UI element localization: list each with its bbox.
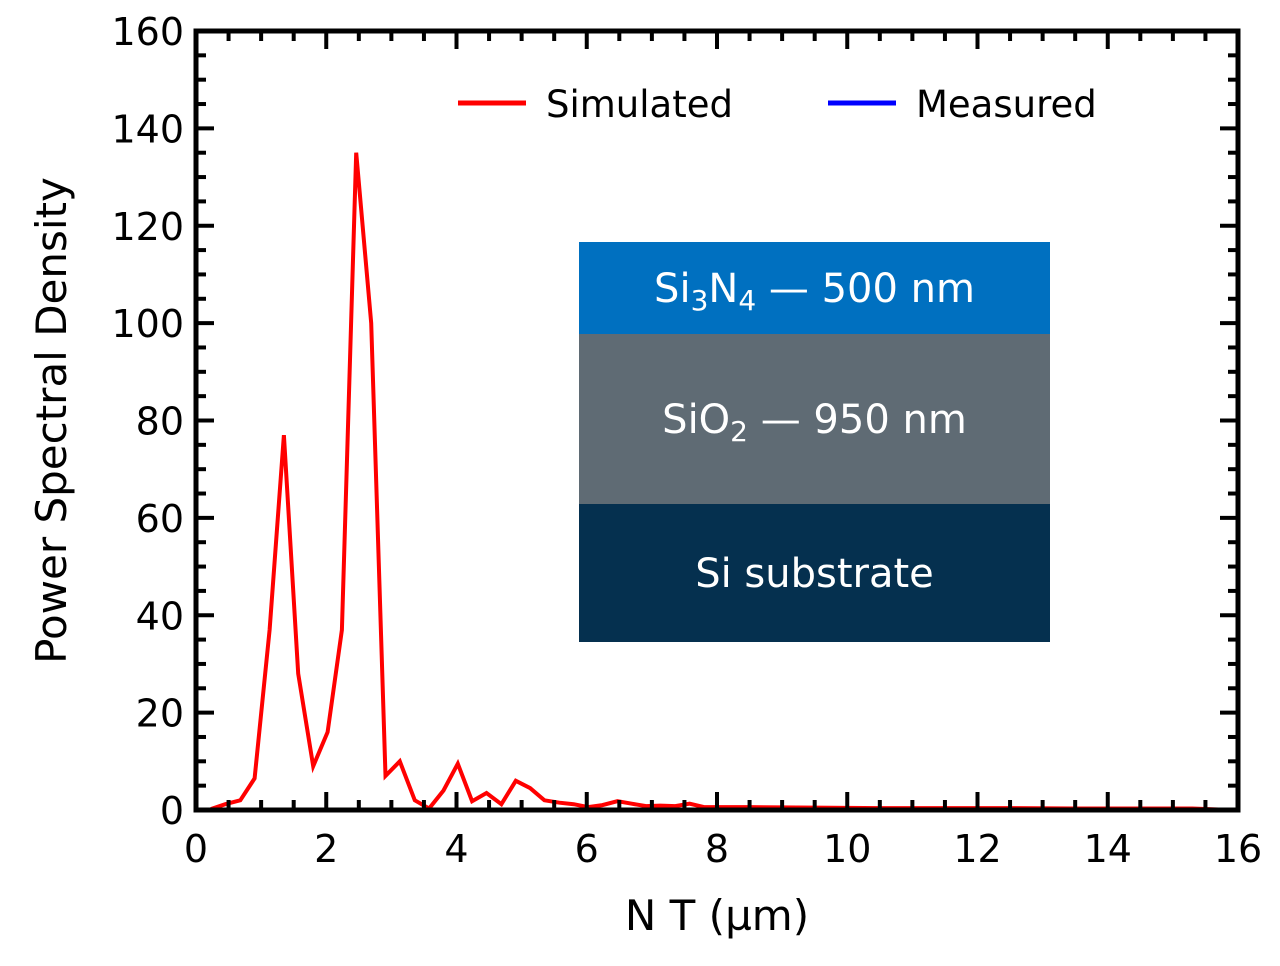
y-tick-labels: 0 20 40 60 80 100 120 140 160	[111, 10, 184, 833]
label-part: N	[708, 266, 738, 312]
inset-layer-label: SiO2 — 950 nm	[662, 397, 967, 448]
inset-layer-0	[579, 242, 1050, 334]
y-tick-label: 140	[111, 107, 184, 151]
x-tick-label: 0	[184, 827, 208, 871]
y-tick-label: 160	[111, 10, 184, 54]
y-axis-title: Power Spectral Density	[27, 177, 76, 664]
inset-layer-1	[579, 334, 1050, 504]
x-tick-label: 4	[444, 827, 468, 871]
y-tick-label: 80	[136, 400, 184, 444]
subscript: 3	[691, 284, 709, 317]
y-tick-label: 120	[111, 205, 184, 249]
x-axis-title: N T (µm)	[625, 891, 809, 940]
label-part: Si	[654, 266, 691, 312]
inset-layer-label: Si substrate	[695, 551, 934, 597]
y-tick-label: 100	[111, 302, 184, 346]
x-tick-label: 10	[823, 827, 871, 871]
inset-layer-2	[579, 504, 1050, 642]
legend-label-simulated: Simulated	[546, 83, 733, 126]
x-tick-label: 6	[575, 827, 599, 871]
inset-layer-label: Si3N4 — 500 nm	[654, 266, 975, 317]
y-tick-label: 20	[136, 692, 184, 736]
label-part: Si substrate	[695, 551, 934, 597]
y-tick-label: 40	[136, 594, 184, 638]
subscript: 2	[730, 415, 748, 448]
x-tick-label: 14	[1084, 827, 1132, 871]
y-tick-label: 0	[160, 789, 184, 833]
x-tick-labels: 0 2 4 6 8 10 12 14 16	[184, 827, 1262, 871]
label-part: — 950 nm	[748, 397, 967, 443]
layer-stack-inset: Si3N4 — 500 nm SiO2 — 950 nm Si substrate	[579, 242, 1050, 642]
subscript: 4	[738, 284, 756, 317]
label-part: SiO	[662, 397, 730, 443]
x-tick-label: 12	[953, 827, 1001, 871]
label-part: — 500 nm	[756, 266, 975, 312]
x-tick-label: 8	[705, 827, 729, 871]
x-tick-label: 16	[1214, 827, 1262, 871]
y-tick-label: 60	[136, 497, 184, 541]
plot-frame	[193, 28, 1241, 813]
legend-label-measured: Measured	[916, 83, 1097, 126]
x-tick-label: 2	[314, 827, 338, 871]
legend: Simulated Measured	[458, 83, 1097, 126]
